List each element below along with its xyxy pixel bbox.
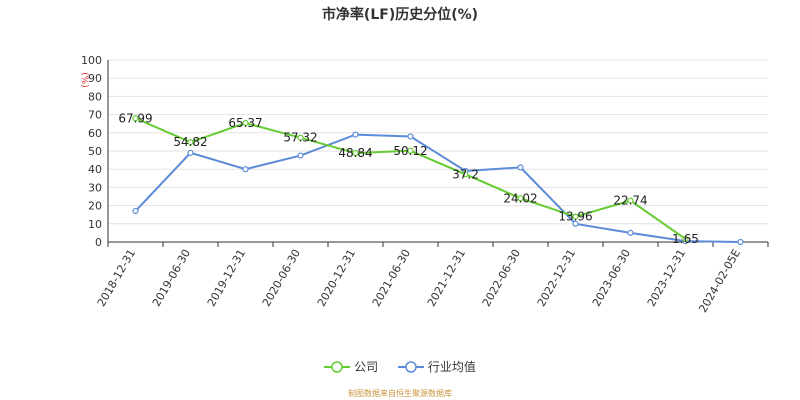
data-point xyxy=(572,220,579,227)
series-line-1 xyxy=(134,133,741,243)
y-tick-label: 70 xyxy=(88,109,102,122)
data-point xyxy=(682,235,689,243)
data-point xyxy=(627,229,634,236)
x-tick-label: 2021-06-30 xyxy=(370,247,413,309)
data-point xyxy=(242,166,249,173)
y-tick-label: 40 xyxy=(88,163,102,176)
data-label: 13.96 xyxy=(558,210,592,224)
x-tick-label: 2023-06-30 xyxy=(590,247,633,309)
data-point xyxy=(132,207,139,215)
x-tick-label: 2021-12-31 xyxy=(425,247,468,309)
data-label: 54.82 xyxy=(173,135,207,149)
x-tick-label: 2023-12-31 xyxy=(645,247,688,309)
legend: 公司 行业均值 xyxy=(0,358,800,376)
data-label: 50.12 xyxy=(393,144,427,158)
data-point xyxy=(187,139,194,146)
y-tick-label: 30 xyxy=(88,181,102,194)
x-tick-label: 2022-06-30 xyxy=(480,247,523,309)
y-tick-label: 0 xyxy=(95,236,102,249)
y-tick-label: 10 xyxy=(88,218,102,231)
x-tick-label: 2019-12-31 xyxy=(205,247,248,309)
x-tick-label: 2018-12-31 xyxy=(95,247,138,309)
data-point xyxy=(352,150,359,157)
data-point xyxy=(737,238,744,246)
data-label: 48.84 xyxy=(338,146,372,160)
data-point xyxy=(297,134,304,141)
data-label: 22.74 xyxy=(613,194,647,208)
data-label: 67.99 xyxy=(118,111,152,125)
y-tick-label: 50 xyxy=(88,145,102,158)
data-point xyxy=(627,197,634,204)
legend-swatch-industry-icon xyxy=(397,360,424,373)
legend-item-company[interactable]: 公司 xyxy=(324,358,378,375)
x-tick-label: 2020-12-31 xyxy=(315,247,358,309)
x-tick-label: 2022-12-31 xyxy=(535,247,578,309)
y-tick-label: 100 xyxy=(81,54,102,67)
legend-item-industry[interactable]: 行业均值 xyxy=(397,358,476,375)
chart-title: 市净率(LF)历史分位(%) xyxy=(321,7,479,23)
y-tick-label: 80 xyxy=(88,90,102,103)
data-point xyxy=(352,131,359,138)
data-point xyxy=(572,213,579,220)
y-axis-label: (%) xyxy=(79,72,89,88)
data-label: 24.02 xyxy=(503,191,537,205)
y-tick-label: 20 xyxy=(88,200,102,213)
data-label: 65.37 xyxy=(228,116,262,130)
data-label: 37.2 xyxy=(452,167,479,181)
data-point xyxy=(407,133,414,140)
data-label: 57.32 xyxy=(283,131,317,145)
legend-label-industry: 行业均值 xyxy=(427,360,476,374)
data-point xyxy=(517,164,524,171)
source-note: 制图数据来自恒生聚源数据库 xyxy=(348,389,452,398)
legend-label-company: 公司 xyxy=(354,360,379,374)
y-tick-label: 60 xyxy=(88,127,102,140)
data-point xyxy=(517,195,524,202)
data-point xyxy=(132,115,139,122)
data-point xyxy=(187,149,194,156)
x-tick-label: 2019-06-30 xyxy=(150,247,193,309)
data-point xyxy=(407,147,414,154)
data-label: 1.65 xyxy=(672,232,699,246)
data-point xyxy=(242,119,249,127)
legend-swatch-company-icon xyxy=(324,360,351,373)
x-tick-label: 2020-06-30 xyxy=(260,247,303,309)
data-point xyxy=(297,152,304,159)
y-tick-label: 90 xyxy=(88,72,102,85)
data-point xyxy=(462,171,469,178)
x-tick-label: 2024-02-05E xyxy=(696,247,743,315)
